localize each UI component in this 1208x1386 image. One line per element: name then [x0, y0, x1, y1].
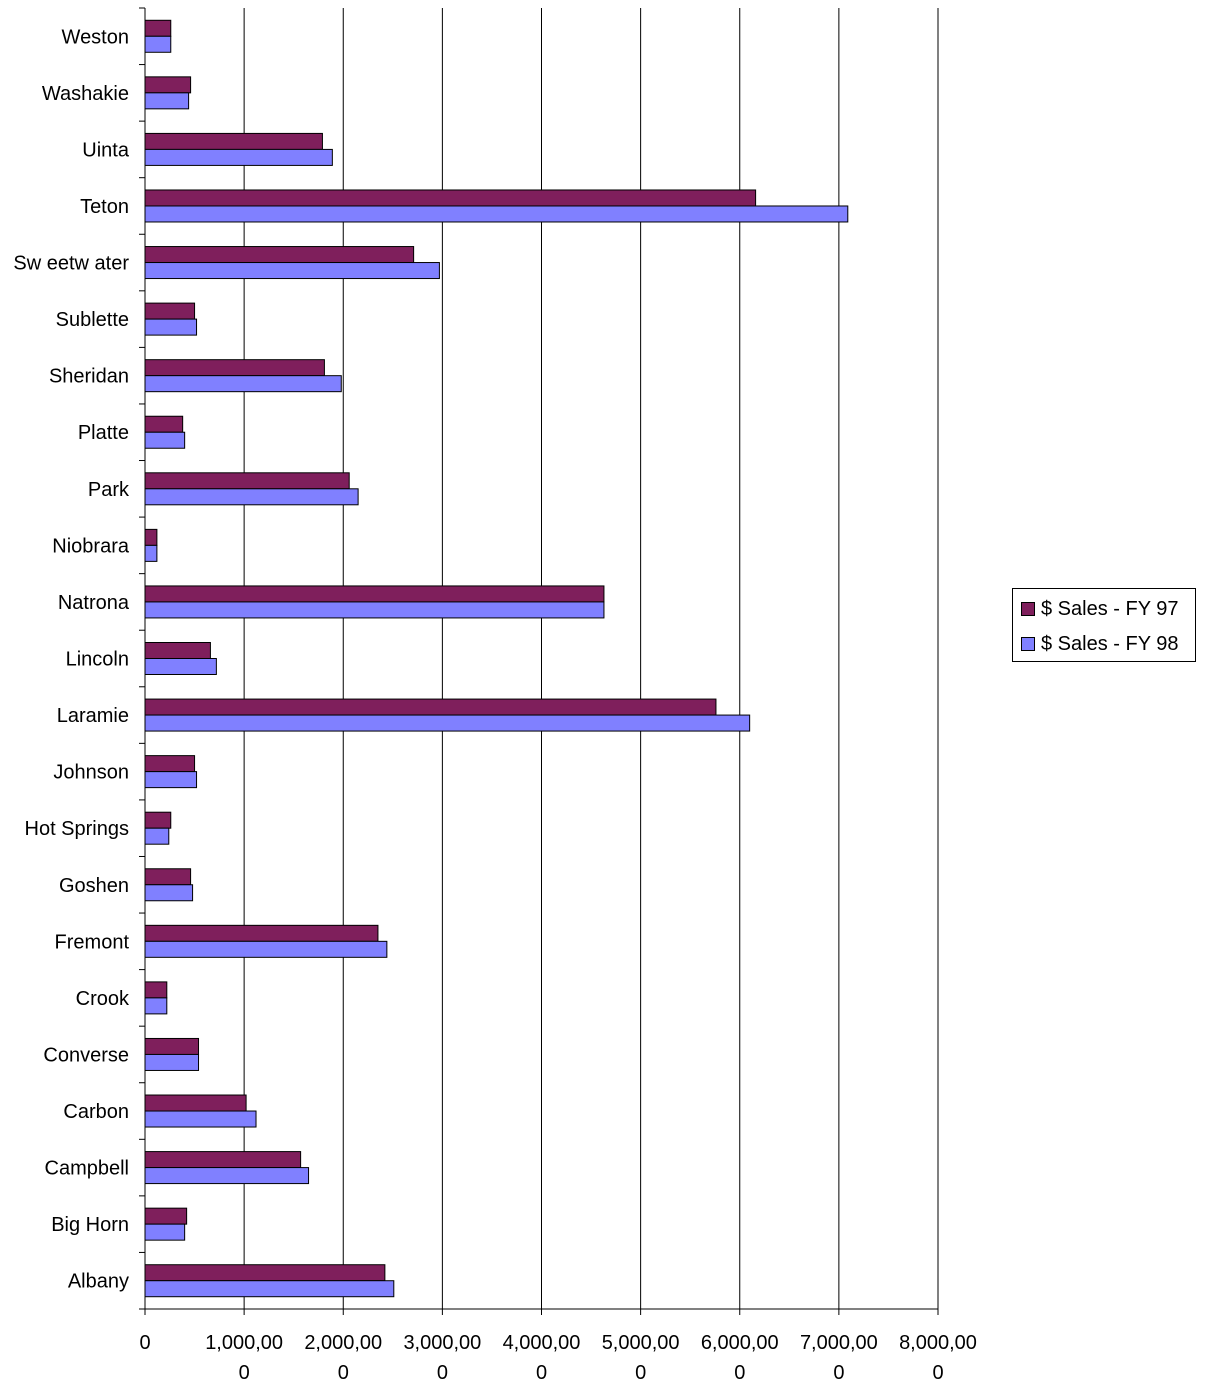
bar-fy97 — [144, 19, 172, 37]
x-tick-label-line2: 0 — [734, 1362, 745, 1384]
bar-fy98 — [144, 318, 198, 336]
bar-fy97 — [144, 189, 757, 207]
category-label: Fremont — [55, 931, 130, 953]
bar-fy98 — [144, 997, 168, 1015]
legend-swatch-fy97 — [1021, 602, 1035, 616]
bar-fy97 — [144, 1264, 386, 1282]
bar-fy98 — [144, 1223, 186, 1241]
x-tick-label: 5,000,00 — [602, 1332, 680, 1354]
bar-fy98 — [144, 1110, 257, 1128]
x-tick-label: 4,000,00 — [503, 1332, 581, 1354]
category-label: Sw eetw ater — [13, 253, 129, 275]
x-tick-label: 6,000,00 — [701, 1332, 779, 1354]
legend-item-fy97: $ Sales - FY 97 — [1021, 597, 1178, 621]
category-label: Weston — [62, 26, 129, 48]
x-tick-label-line2: 0 — [833, 1362, 844, 1384]
x-tick-label-line2: 0 — [635, 1362, 646, 1384]
bar-fy98 — [144, 375, 342, 393]
bar-fy98 — [144, 1280, 395, 1298]
category-label: Goshen — [59, 875, 129, 897]
x-tick-label: 0 — [139, 1332, 150, 1354]
x-tick-label: 7,000,00 — [800, 1332, 878, 1354]
x-tick-label: 8,000,00 — [899, 1332, 977, 1354]
category-label: Sublette — [56, 309, 129, 331]
category-label: Platte — [78, 422, 129, 444]
bar-fy98 — [144, 884, 194, 902]
bar-fy98 — [144, 771, 198, 789]
bar-fy98 — [144, 940, 388, 958]
bar-fy98 — [144, 205, 849, 223]
x-tick-label-line2: 0 — [536, 1362, 547, 1384]
bar-fy97 — [144, 1037, 200, 1055]
bar-fy97 — [144, 811, 172, 829]
category-label: Uinta — [82, 139, 130, 161]
bar-fy98 — [144, 431, 186, 449]
bar-fy97 — [144, 246, 415, 264]
legend-label-fy97: $ Sales - FY 97 — [1041, 597, 1179, 620]
category-label: Washakie — [42, 83, 129, 105]
bar-fy98 — [144, 714, 751, 732]
bar-fy98 — [144, 1167, 310, 1185]
bar-fy97 — [144, 472, 350, 490]
bar-fy97 — [144, 981, 168, 999]
bar-fy97 — [144, 1094, 247, 1112]
bar-fy98 — [144, 544, 158, 562]
bar-fy97 — [144, 132, 323, 150]
category-label: Crook — [76, 988, 130, 1010]
bar-fy97 — [144, 755, 196, 773]
bar-fy97 — [144, 528, 158, 546]
x-tick-label: 3,000,00 — [403, 1332, 481, 1354]
category-label: Niobrara — [52, 535, 130, 557]
bar-fy98 — [144, 488, 359, 506]
category-label: Campbell — [45, 1158, 129, 1180]
x-tick-label-line2: 0 — [437, 1362, 448, 1384]
category-label: Laramie — [57, 705, 129, 727]
x-tick-label-line2: 0 — [239, 1362, 250, 1384]
bar-fy97 — [144, 642, 211, 659]
category-label: Lincoln — [66, 649, 129, 671]
bar-fy98 — [144, 92, 190, 110]
bar-fy98 — [144, 827, 170, 845]
bar-fy98 — [144, 148, 333, 166]
category-label: Teton — [80, 196, 129, 218]
category-label: Park — [88, 479, 130, 501]
category-label: Converse — [43, 1044, 129, 1066]
category-label: Hot Springs — [25, 818, 130, 840]
legend-item-fy98: $ Sales - FY 98 — [1021, 632, 1178, 656]
bar-fy97 — [144, 1151, 302, 1169]
category-label: Albany — [68, 1271, 129, 1293]
bar-fy98 — [144, 262, 440, 280]
category-label: Sheridan — [49, 366, 129, 388]
bar-fy97 — [144, 359, 325, 377]
bar-fy97 — [144, 585, 605, 603]
bar-fy97 — [144, 415, 184, 433]
legend-swatch-fy98 — [1021, 637, 1035, 651]
bar-fy98 — [144, 35, 172, 53]
bar-fy97 — [144, 1207, 188, 1225]
bar-fy98 — [144, 1053, 200, 1071]
category-label: Carbon — [63, 1101, 129, 1123]
category-label: Natrona — [58, 592, 130, 614]
x-tick-label: 2,000,00 — [304, 1332, 382, 1354]
bar-fy98 — [144, 601, 605, 619]
legend-label-fy98: $ Sales - FY 98 — [1041, 632, 1179, 655]
x-tick-label-line2: 0 — [932, 1362, 943, 1384]
x-tick-label-line2: 0 — [338, 1362, 349, 1384]
bar-fy97 — [144, 924, 379, 942]
bar-fy97 — [144, 698, 717, 716]
bar-fy98 — [144, 658, 217, 675]
bar-fy97 — [144, 302, 196, 320]
bar-fy97 — [144, 868, 192, 886]
category-label: Big Horn — [51, 1214, 129, 1236]
bar-fy97 — [144, 76, 192, 94]
legend: $ Sales - FY 97 $ Sales - FY 98 — [1012, 588, 1196, 662]
category-label: Johnson — [53, 762, 129, 784]
x-tick-label: 1,000,00 — [205, 1332, 283, 1354]
